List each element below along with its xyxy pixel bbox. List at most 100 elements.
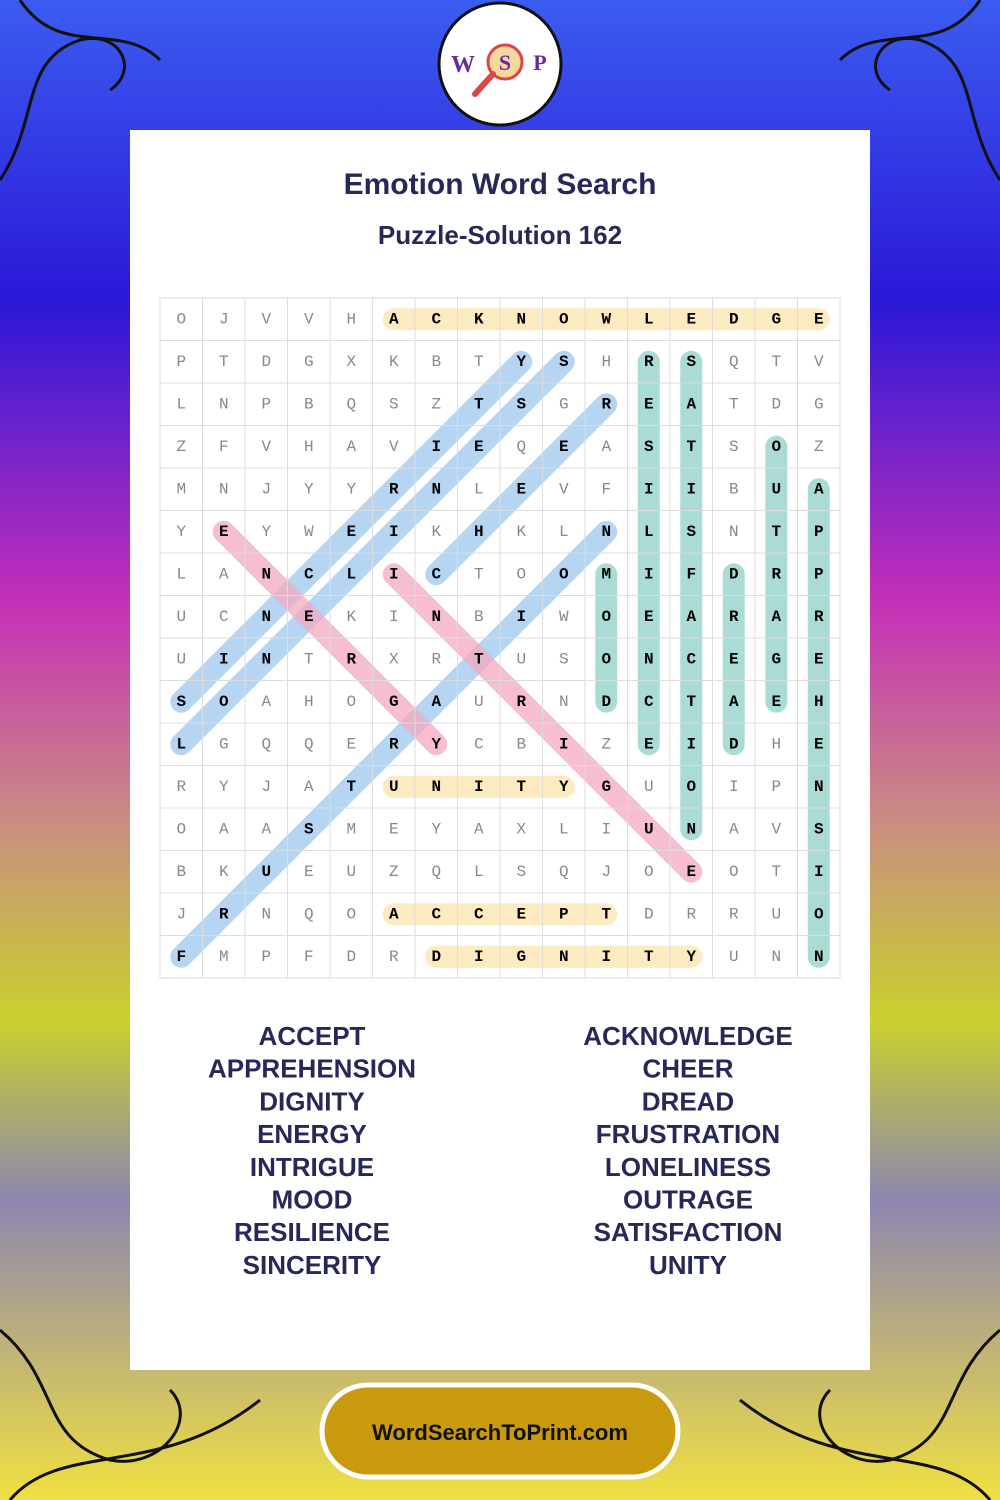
word: OUTRAGE bbox=[623, 1185, 753, 1215]
grid-letter: L bbox=[176, 565, 186, 583]
grid-letter: D bbox=[729, 310, 739, 328]
grid-letter: K bbox=[516, 523, 526, 541]
grid-letter: R bbox=[346, 650, 356, 668]
grid-letter: C bbox=[219, 608, 229, 626]
grid: O J V V H A C K N O W L E D G E P T D G X K B T Y S H R S Q T V L N P B Q S Z T… bbox=[159, 297, 841, 979]
grid-letter: N bbox=[516, 310, 526, 328]
grid-letter: H bbox=[814, 693, 824, 711]
grid-letter: E bbox=[814, 650, 824, 668]
grid-letter: Y bbox=[431, 820, 441, 838]
grid-letter: T bbox=[474, 353, 484, 371]
grid-letter: O bbox=[176, 820, 186, 838]
grid-letter: P bbox=[261, 948, 271, 966]
grid-letter: T bbox=[516, 778, 526, 796]
grid-letter: S bbox=[559, 353, 569, 371]
grid-letter: A bbox=[219, 820, 229, 838]
grid-letter: E bbox=[686, 863, 696, 881]
grid-letter: S bbox=[304, 820, 314, 838]
grid-letter: A bbox=[686, 395, 696, 413]
grid-letter: O bbox=[601, 608, 611, 626]
grid-letter: P bbox=[771, 778, 781, 796]
grid-letter: D bbox=[644, 905, 654, 923]
grid-letter: N bbox=[261, 565, 271, 583]
grid-letter: U bbox=[474, 693, 484, 711]
grid-letter: U bbox=[346, 863, 356, 881]
grid-letter: R bbox=[644, 353, 654, 371]
grid-letter: A bbox=[261, 820, 271, 838]
grid-letter: N bbox=[686, 820, 696, 838]
grid-letter: N bbox=[644, 650, 654, 668]
grid-letter: C bbox=[474, 735, 484, 753]
footer-button[interactable] bbox=[319, 1382, 681, 1480]
grid-letter: I bbox=[389, 565, 399, 583]
grid-letter: O bbox=[686, 778, 696, 796]
grid-letter: I bbox=[644, 480, 654, 498]
word: SINCERITY bbox=[243, 1250, 382, 1280]
grid-letter: G bbox=[559, 395, 569, 413]
grid-letter: V bbox=[304, 310, 314, 328]
grid-letter: J bbox=[176, 905, 186, 923]
title: Emotion Word Search bbox=[344, 168, 657, 201]
grid-letter: N bbox=[431, 608, 441, 626]
grid-letter: K bbox=[346, 608, 356, 626]
grid-letter: F bbox=[304, 948, 314, 966]
grid-letter: I bbox=[516, 608, 526, 626]
grid-letter: D bbox=[261, 353, 271, 371]
grid-letter: O bbox=[559, 565, 569, 583]
footer-site[interactable]: WordSearchToPrint.com bbox=[372, 1420, 628, 1445]
grid-letter: S bbox=[814, 820, 824, 838]
grid-letter: Y bbox=[516, 353, 526, 371]
grid-letter: A bbox=[686, 608, 696, 626]
grid-letter: Q bbox=[346, 395, 356, 413]
grid-letter: F bbox=[176, 948, 186, 966]
grid-letter: R bbox=[601, 395, 611, 413]
grid-letter: H bbox=[346, 310, 356, 328]
grid-letter: L bbox=[474, 480, 484, 498]
grid-letter: Q bbox=[516, 438, 526, 456]
grid-letter: L bbox=[176, 395, 186, 413]
grid-letter: A bbox=[389, 905, 399, 923]
grid-letter: G bbox=[219, 735, 229, 753]
grid-letter: R bbox=[686, 905, 696, 923]
grid-letter: A bbox=[729, 693, 739, 711]
grid-letter: Y bbox=[219, 778, 229, 796]
grid-letter: E bbox=[304, 863, 314, 881]
grid-letter: O bbox=[346, 693, 356, 711]
grid-letter: R bbox=[389, 948, 399, 966]
grid-letter: I bbox=[814, 863, 824, 881]
grid-letter: H bbox=[601, 353, 611, 371]
grid-letter: M bbox=[219, 948, 229, 966]
grid-letter: Q bbox=[559, 863, 569, 881]
grid-letter: C bbox=[304, 565, 314, 583]
grid-letter: Z bbox=[431, 395, 441, 413]
grid-letter: K bbox=[389, 353, 399, 371]
grid-letter: N bbox=[219, 480, 229, 498]
grid-letter: B bbox=[516, 735, 526, 753]
grid-letter: P bbox=[814, 523, 824, 541]
grid-letter: O bbox=[219, 693, 229, 711]
grid-letter: M bbox=[346, 820, 356, 838]
grid-letter: T bbox=[474, 395, 484, 413]
grid-letter: G bbox=[516, 948, 526, 966]
word: APPREHENSION bbox=[208, 1054, 416, 1084]
grid-letter: F bbox=[601, 480, 611, 498]
grid-letter: L bbox=[474, 863, 484, 881]
grid-letter: O bbox=[559, 310, 569, 328]
grid-letter: R bbox=[729, 905, 739, 923]
grid-letter: R bbox=[431, 650, 441, 668]
grid-letter: K bbox=[431, 523, 441, 541]
grid-letter: Y bbox=[559, 778, 569, 796]
grid-letter: U bbox=[644, 778, 654, 796]
grid-letter: L bbox=[176, 735, 186, 753]
grid-letter: A bbox=[771, 608, 781, 626]
grid-letter: I bbox=[729, 778, 739, 796]
grid-letter: Z bbox=[814, 438, 824, 456]
grid-letter: G bbox=[771, 310, 781, 328]
grid-letter: D bbox=[346, 948, 356, 966]
grid-letter: E bbox=[644, 608, 654, 626]
grid-letter: I bbox=[601, 948, 611, 966]
grid-letter: S bbox=[516, 395, 526, 413]
grid-letter: D bbox=[729, 735, 739, 753]
grid-letter: N bbox=[814, 948, 824, 966]
